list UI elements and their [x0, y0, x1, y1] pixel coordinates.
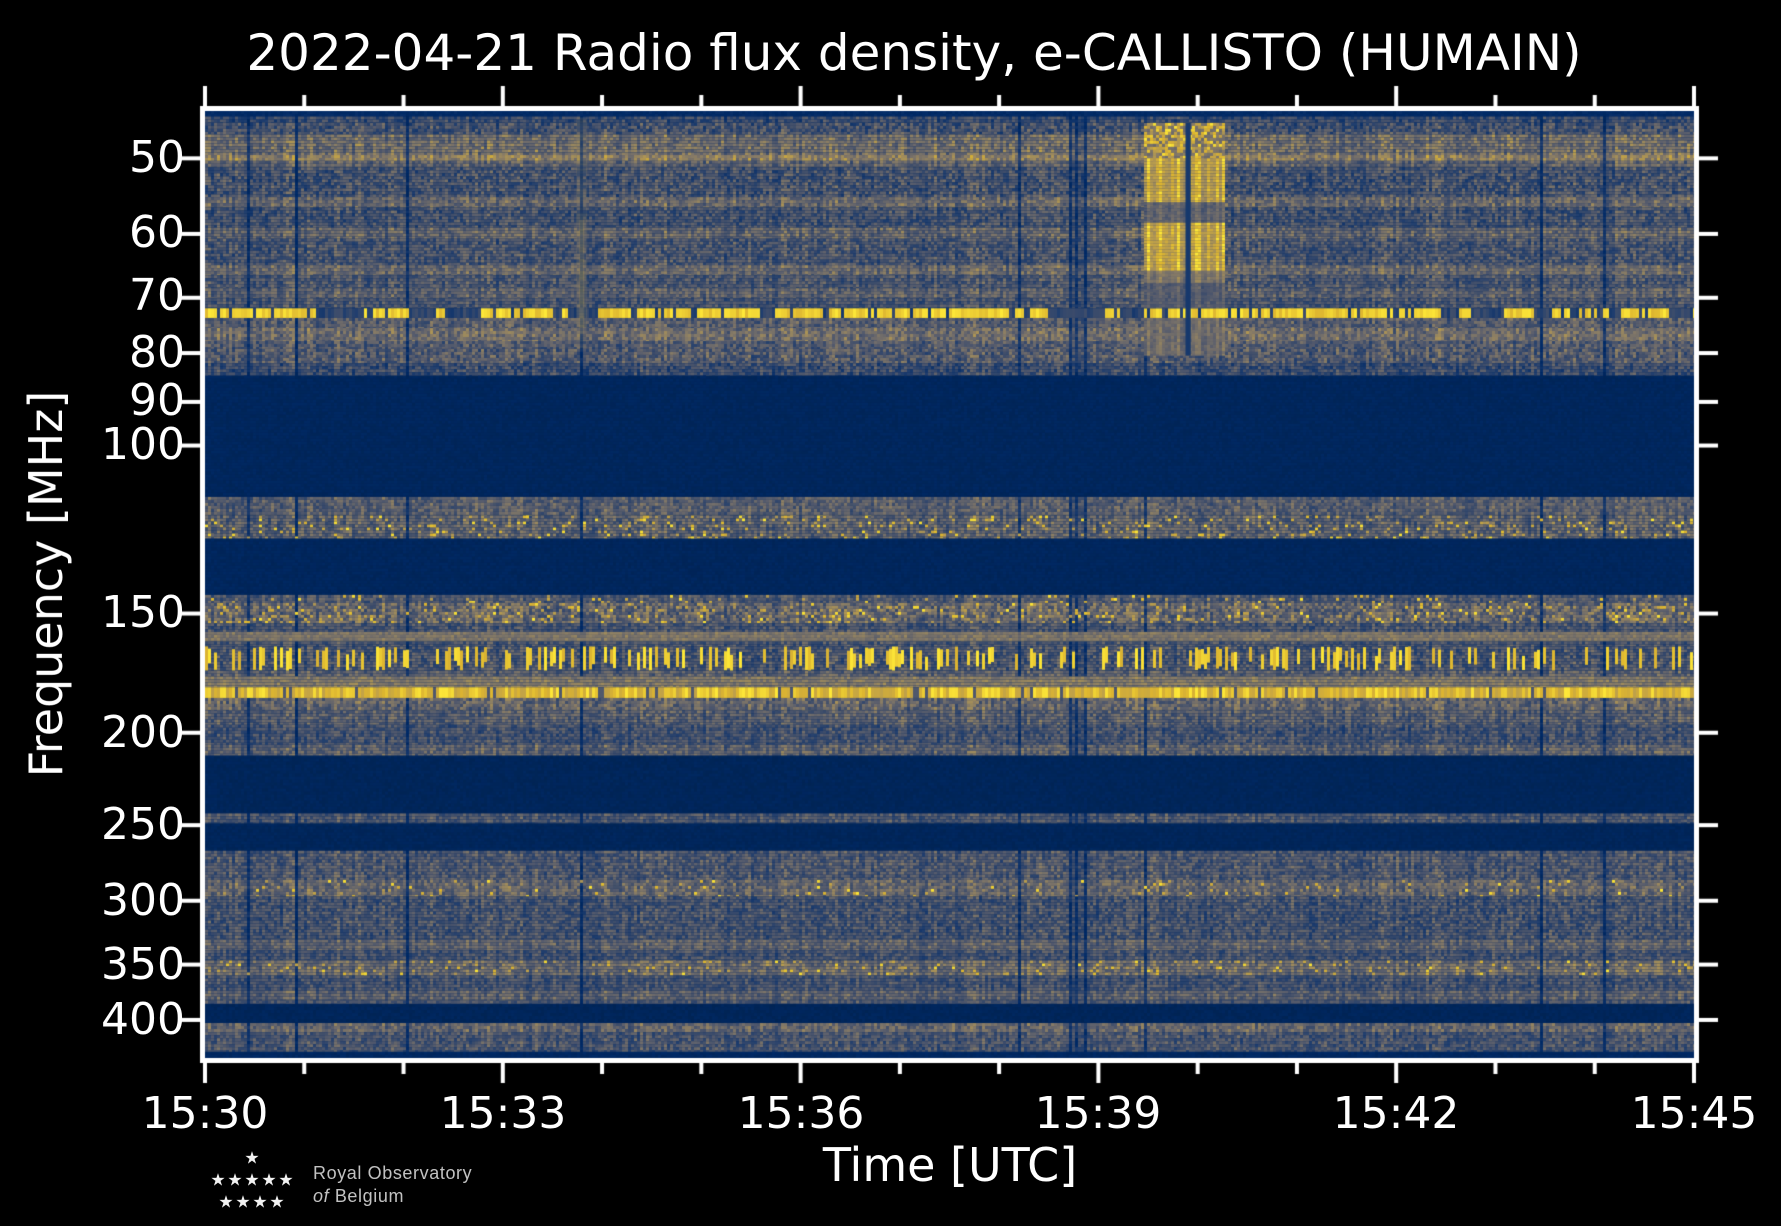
logo-country: Belgium: [334, 1186, 405, 1206]
x-tick-label: 15:42: [1332, 1088, 1460, 1139]
y-tick-label: 50: [129, 132, 185, 183]
star-icon: ★: [235, 1192, 251, 1213]
y-tick-label: 300: [101, 875, 185, 926]
star-icon: ★: [244, 1148, 260, 1169]
y-tick-label: 150: [101, 587, 185, 638]
y-tick-label: 60: [129, 207, 185, 258]
star-icon: ★: [269, 1192, 285, 1213]
star-icon: ★: [218, 1192, 234, 1213]
star-icon: ★: [244, 1170, 260, 1191]
star-icon: ★: [261, 1170, 277, 1191]
y-tick-label: 400: [101, 994, 185, 1045]
x-tick-label: 15:45: [1630, 1088, 1758, 1139]
star-icon: ★: [227, 1170, 243, 1191]
y-tick-label: 70: [129, 270, 185, 321]
chart-title: 2022-04-21 Radio flux density, e-CALLIST…: [246, 24, 1582, 82]
x-tick-label: 15:36: [737, 1088, 865, 1139]
x-tick-label: 15:30: [141, 1088, 269, 1139]
x-tick-label: 15:39: [1034, 1088, 1162, 1139]
x-tick-label: 15:33: [439, 1088, 567, 1139]
y-tick-label: 100: [101, 419, 185, 470]
logo-of-word: of: [313, 1186, 330, 1206]
x-axis-label: Time [UTC]: [822, 1138, 1078, 1192]
logo-text-line2: of Belgium: [313, 1186, 404, 1207]
y-tick-label: 250: [101, 799, 185, 850]
star-icon: ★: [210, 1170, 226, 1191]
y-tick-label: 350: [101, 939, 185, 990]
star-icon: ★: [252, 1192, 268, 1213]
y-tick-label: 90: [129, 375, 185, 426]
y-tick-label: 200: [101, 707, 185, 758]
logo-text-line1: Royal Observatory: [313, 1163, 473, 1183]
star-icon: ★: [278, 1170, 294, 1191]
y-tick-label: 80: [129, 327, 185, 378]
